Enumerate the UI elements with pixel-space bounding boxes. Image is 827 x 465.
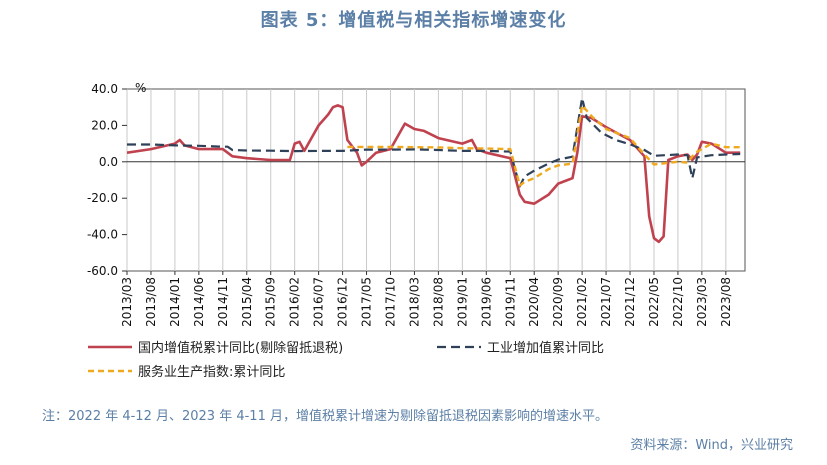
legend-label-2: 工业增加值累计同比 [487,340,604,356]
x-tick-label: 2016/07 [312,277,326,327]
x-tick-label: 2013/03 [120,277,134,327]
axes: 40.0 20.0 0.0 -20.0 -40.0 -60.0% 2013/03 2013/0… [87,81,733,327]
x-tick-label: 2017/10 [383,277,397,327]
y-tick-label: 0.0 [99,155,118,169]
footnote: 注：2022 年 4-12 月、2023 年 4-11 月，增值税累计增速为剔除… [42,409,608,424]
series-lines [126,97,741,244]
x-tick-label: 2021/07 [599,277,613,327]
x-tick-label: 2020/09 [551,277,565,327]
series-line-3 [347,104,741,187]
x-tick-label: 2022/10 [671,277,685,327]
x-tick-label: 2014/11 [216,277,230,327]
series-line-2 [127,97,741,188]
plot-frame [126,88,746,272]
y-tick-label: 20.0 [91,118,118,132]
chart-title: 图表 5：增值税与相关指标增速变化 [260,10,567,31]
x-tick-label: 2013/08 [144,277,158,327]
x-tick-label: 2017/05 [360,277,374,327]
source-note: 资料来源：Wind，兴业研究 [630,438,793,453]
x-tick-label: 2022/05 [647,277,661,327]
y-tick-label: -60.0 [87,264,118,278]
legend-label-1: 国内增值税累计同比(剔除留抵退税) [138,340,343,356]
x-tick-label: 2021/12 [623,277,637,327]
x-tick-label: 2023/03 [695,277,709,327]
x-tick-label: 2018/03 [407,277,421,327]
series-line-1 [126,104,741,244]
x-tick-label: 2015/04 [240,277,254,327]
x-tick-label: 2014/01 [168,277,182,327]
x-tick-label: 2014/06 [192,277,206,327]
plot-area [126,88,746,272]
y-tick-label: -20.0 [87,191,118,205]
x-tick-label: 2016/02 [288,277,302,327]
x-tick-label: 2015/09 [264,277,278,327]
x-tick-label: 2020/04 [527,277,541,327]
x-tick-label: 2019/11 [503,277,517,327]
x-tick-label: 2021/02 [575,277,589,327]
y-tick-label: -40.0 [87,228,118,242]
y-axis-unit: % [135,81,146,95]
x-tick-label: 2016/12 [336,277,350,327]
x-tick-label: 2019/01 [455,277,469,327]
x-tick-label: 2023/08 [719,277,733,327]
x-tick-label: 2019/06 [479,277,493,327]
x-tick-label: 2018/08 [431,277,445,327]
y-tick-label: 40.0 [91,82,118,96]
legend-label-3: 服务业生产指数:累计同比 [138,364,285,380]
